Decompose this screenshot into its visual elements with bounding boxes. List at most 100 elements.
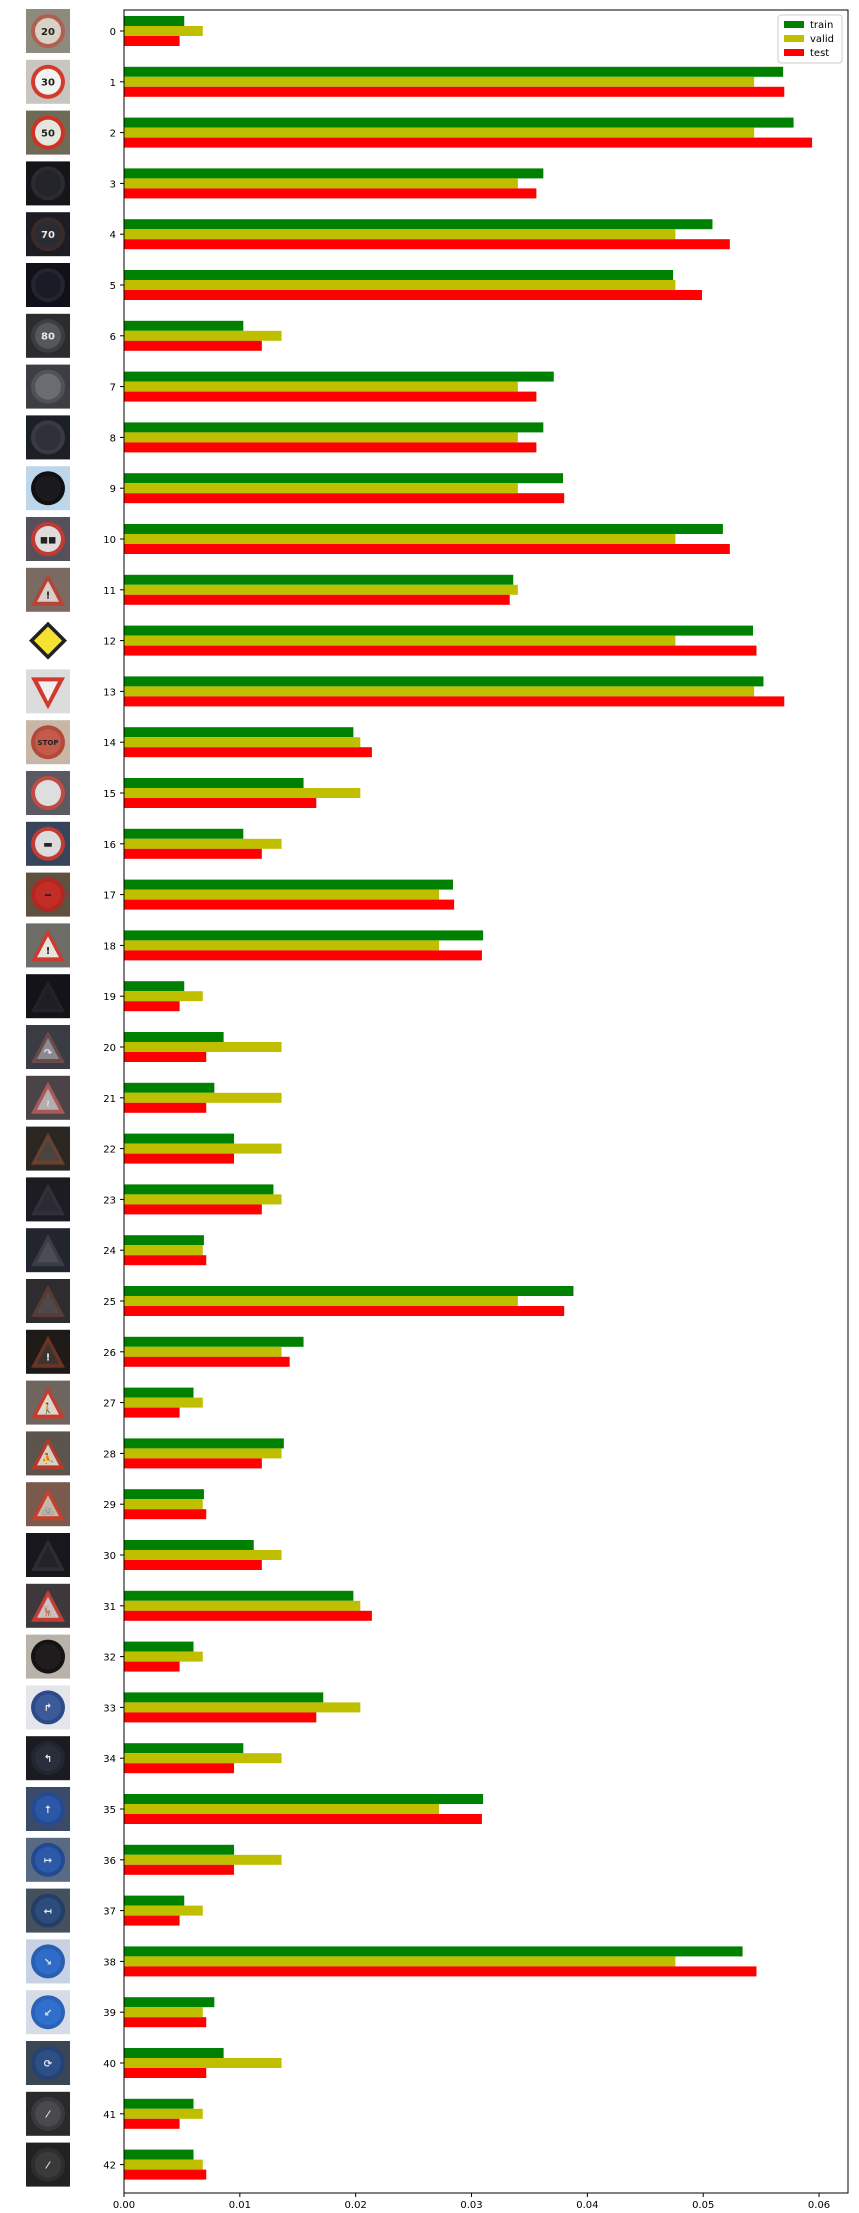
bar-test-2: [124, 137, 813, 148]
sign-face: [35, 1846, 61, 1873]
y-tick-label: 32: [103, 1653, 116, 1664]
bar-train-27: [124, 1387, 194, 1398]
sign-face: [37, 580, 59, 602]
bar-test-42: [124, 2169, 207, 2180]
thumbnail-sign-16: ▬: [26, 821, 70, 866]
thumbnail-sign-29: 🚲: [26, 1482, 70, 1527]
sign-face: [37, 1393, 59, 1415]
thumbnail-sign-26: !: [26, 1329, 70, 1374]
sign-face: [35, 1643, 61, 1670]
y-tick-label: 3: [110, 179, 116, 190]
bar-test-4: [124, 239, 730, 250]
y-tick-label: 16: [103, 840, 116, 851]
y-tick-label: 8: [110, 433, 116, 444]
bar-test-17: [124, 899, 455, 910]
y-tick-label: 40: [103, 2059, 116, 2070]
bar-train-38: [124, 1946, 743, 1957]
bar-valid-18: [124, 940, 440, 951]
y-tick-label: 24: [103, 1246, 116, 1257]
bar-test-21: [124, 1102, 207, 1113]
sign-face: [35, 1694, 61, 1721]
sign-symbol: ↙: [44, 2008, 52, 2019]
sign-face: [35, 18, 61, 44]
bar-test-37: [124, 1915, 180, 1926]
sign-face: [35, 68, 61, 95]
thumbnail-sign-19: [26, 974, 70, 1019]
bar-valid-42: [124, 2159, 203, 2170]
thumbnail-sign-37: ↤: [26, 1888, 70, 1933]
bar-valid-23: [124, 1194, 282, 1205]
bar-valid-25: [124, 1296, 518, 1306]
thumbnail-sign-23: [26, 1177, 70, 1222]
bar-valid-21: [124, 1092, 282, 1103]
bar-train-23: [124, 1184, 274, 1195]
bar-train-1: [124, 66, 784, 77]
sign-symbol: ◼◼: [40, 535, 57, 546]
bar-train-40: [124, 2048, 224, 2058]
bar-valid-6: [124, 330, 282, 341]
thumbnail-sign-9: [26, 466, 70, 511]
thumbnail-column: 20 30 50 70 80 ◼◼! STOP ▬ ━! ↷ ≀! 🚶 ⛹ 🚲 🦌 ↱ ↰ ↑ ↦ ↤ ↘ ↙ ⟳ ⁄ ⁄: [26, 9, 70, 2187]
y-tick-label: 33: [103, 1703, 116, 1714]
sign-face: [35, 1745, 61, 1772]
y-tick-label: 41: [103, 2110, 116, 2121]
y-tick-label: 4: [110, 230, 116, 241]
sign-face: [37, 1190, 59, 1212]
sign-symbol: ↘: [44, 1957, 52, 1968]
bar-valid-19: [124, 991, 203, 1002]
bar-train-21: [124, 1082, 215, 1093]
y-tick-label: 9: [110, 484, 116, 495]
thumbnail-sign-41: ⁄: [26, 2091, 70, 2136]
bar-valid-26: [124, 1346, 282, 1357]
y-tick-label: 15: [103, 789, 116, 800]
bar-test-19: [124, 1001, 180, 1012]
sign-symbol: ↱: [44, 1703, 52, 1714]
thumbnail-sign-33: ↱: [26, 1685, 70, 1730]
thumbnail-sign-4: 70: [26, 212, 70, 257]
bar-train-24: [124, 1235, 204, 1246]
sign-symbol: ━: [44, 890, 52, 901]
sign-symbol: ↷: [44, 1048, 53, 1059]
sign-symbol: ≀: [46, 1099, 50, 1110]
thumbnail-sign-15: [26, 771, 70, 815]
bar-train-6: [124, 320, 244, 331]
bar-valid-15: [124, 788, 361, 798]
thumbnail-sign-40: ⟳: [26, 2041, 70, 2085]
bar-test-16: [124, 848, 262, 859]
thumbnail-sign-28: ⛹: [26, 1431, 70, 1476]
sign-face: [35, 170, 61, 197]
legend-label-test: test: [810, 48, 829, 59]
bar-valid-28: [124, 1448, 282, 1459]
bar-test-41: [124, 2118, 180, 2129]
y-tick-label: 21: [103, 1094, 116, 1105]
y-tick-label: 7: [110, 383, 116, 394]
thumbnail-sign-1: 30: [26, 59, 70, 104]
bar-valid-37: [124, 1905, 203, 1916]
bar-test-31: [124, 1610, 372, 1621]
x-tick-label: 0.02: [345, 2200, 367, 2209]
bar-valid-24: [124, 1245, 203, 1256]
sign-face: [35, 881, 61, 908]
sign-symbol: ↤: [44, 1906, 52, 1917]
sign-face: [35, 424, 61, 451]
legend-label-train: train: [810, 20, 833, 31]
bar-test-26: [124, 1356, 290, 1367]
bar-valid-36: [124, 1854, 282, 1865]
bar-test-27: [124, 1407, 180, 1418]
y-tick-label: 23: [103, 1195, 116, 1206]
sign-face: [35, 2050, 61, 2076]
thumbnail-sign-42: ⁄: [26, 2142, 70, 2187]
y-tick-label: 11: [103, 586, 116, 597]
sign-face: [37, 1292, 59, 1313]
thumbnail-sign-30: [26, 1533, 70, 1577]
bar-valid-16: [124, 838, 282, 849]
bar-test-40: [124, 2068, 207, 2078]
thumbnail-sign-11: !: [26, 567, 70, 612]
sign-face: [35, 1796, 61, 1822]
bar-valid-30: [124, 1550, 282, 1560]
bar-test-11: [124, 594, 510, 605]
bar-test-13: [124, 696, 785, 707]
y-tick-label: 31: [103, 1602, 116, 1613]
bar-valid-34: [124, 1753, 282, 1764]
bar-train-12: [124, 625, 754, 636]
